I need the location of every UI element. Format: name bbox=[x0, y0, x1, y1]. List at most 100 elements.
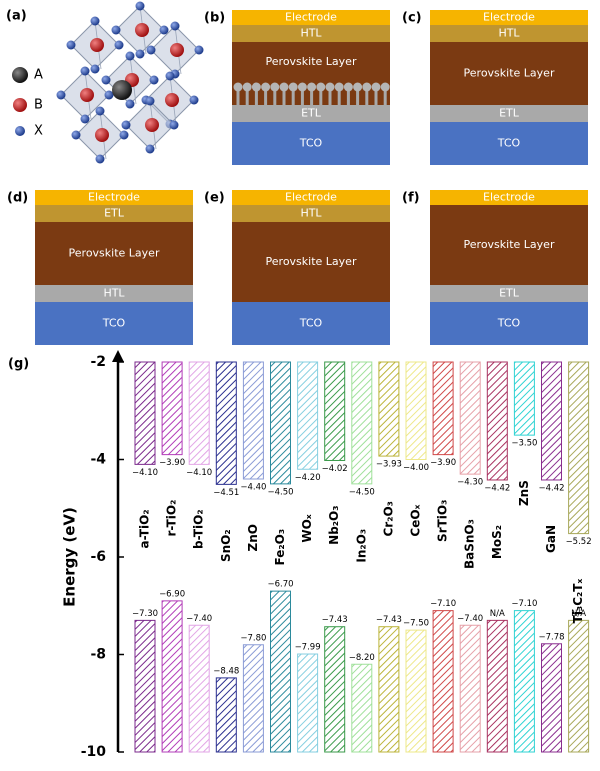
nanostructure-stem bbox=[300, 89, 304, 105]
x-site-atom bbox=[95, 106, 105, 116]
nanostructure-stem bbox=[337, 89, 341, 105]
layer bbox=[430, 190, 588, 205]
x-site-atom bbox=[90, 64, 100, 74]
legend-swatch bbox=[15, 126, 25, 136]
layer-label: Perovskite Layer bbox=[266, 255, 357, 268]
b-site-atom bbox=[80, 88, 94, 102]
legend-swatch bbox=[12, 67, 28, 83]
x-site-atom bbox=[149, 75, 159, 85]
x-site-atom bbox=[159, 25, 169, 35]
vb-value-label: −6.70 bbox=[267, 580, 293, 590]
b-site-atom bbox=[95, 128, 109, 142]
nanostructure-stem bbox=[383, 89, 387, 105]
vb-bar bbox=[242, 644, 264, 753]
nanostructure-stem bbox=[356, 89, 360, 105]
b-site-atom bbox=[135, 23, 149, 37]
cb-bar bbox=[270, 361, 291, 485]
cb-bar bbox=[351, 361, 373, 485]
nanostructure-cap bbox=[242, 82, 252, 92]
layer bbox=[232, 105, 390, 122]
vb-bar bbox=[513, 610, 535, 753]
panel-label: (a) bbox=[6, 9, 27, 24]
x-site-atom bbox=[95, 154, 105, 164]
x-site-atom bbox=[145, 96, 155, 106]
vb-value-label: −7.40 bbox=[457, 614, 483, 624]
cb-bar bbox=[188, 361, 210, 465]
x-site-atom bbox=[146, 45, 156, 55]
vb-bar bbox=[378, 626, 400, 753]
cb-bar bbox=[513, 361, 535, 436]
vb-bar bbox=[161, 600, 183, 753]
layer bbox=[35, 285, 193, 302]
vb-value-label: −7.78 bbox=[538, 632, 564, 642]
cb-bar bbox=[432, 361, 454, 456]
panel-label: (f) bbox=[402, 191, 420, 206]
category-label: In₂O₃ bbox=[354, 529, 368, 563]
x-site-atom bbox=[125, 51, 135, 61]
nanostructure-cap bbox=[307, 82, 317, 92]
vb-bar bbox=[432, 610, 454, 753]
x-site-atom bbox=[114, 40, 124, 50]
vb-bar bbox=[541, 643, 562, 753]
nanostructure-stem bbox=[310, 89, 314, 105]
y-tick-label: -8 bbox=[90, 647, 106, 663]
layer-label: HTL bbox=[103, 287, 125, 300]
vb-value-label: −8.20 bbox=[349, 653, 375, 663]
layer-label: Perovskite Layer bbox=[464, 67, 555, 80]
category-label: Nb₂O₃ bbox=[327, 505, 341, 544]
nanostructure-cap bbox=[288, 82, 298, 92]
vb-value-label: −7.10 bbox=[430, 599, 456, 609]
layer bbox=[35, 222, 193, 285]
category-label: CeOₓ bbox=[409, 504, 423, 536]
cb-value-label: −3.50 bbox=[511, 439, 537, 449]
x-site-atom bbox=[165, 71, 175, 81]
nanostructure-stem bbox=[273, 89, 277, 105]
layer-label: Perovskite Layer bbox=[69, 247, 160, 260]
vb-bar bbox=[405, 629, 427, 753]
x-site-atom bbox=[135, 1, 145, 11]
vb-value-label: −7.99 bbox=[295, 643, 321, 653]
category-label: SnO₂ bbox=[219, 529, 233, 562]
vb-bar bbox=[486, 619, 508, 753]
layer bbox=[430, 25, 588, 42]
x-site-atom bbox=[121, 120, 131, 130]
nanostructure-stem bbox=[291, 89, 295, 105]
layer bbox=[430, 105, 588, 122]
x-site-atom bbox=[80, 66, 90, 76]
layer-label: HTL bbox=[300, 207, 322, 220]
cb-value-label: −4.42 bbox=[538, 483, 564, 493]
category-label: ZnO bbox=[246, 524, 260, 551]
cb-bar bbox=[134, 361, 156, 465]
nanostructure-cap bbox=[270, 82, 280, 92]
layer-label: ETL bbox=[499, 107, 520, 120]
x-site-atom bbox=[194, 45, 204, 55]
x-site-atom bbox=[170, 21, 180, 31]
cb-value-label: −4.51 bbox=[213, 488, 239, 498]
vb-bar bbox=[297, 653, 319, 753]
cb-value-label: −4.50 bbox=[267, 487, 293, 497]
a-site-atom bbox=[112, 80, 132, 100]
legend-label: A bbox=[34, 68, 43, 83]
category-label: SrTiO₃ bbox=[436, 500, 450, 542]
cb-bar bbox=[215, 361, 237, 485]
cb-value-label: −4.40 bbox=[240, 483, 266, 493]
nanostructure-cap bbox=[316, 82, 326, 92]
cb-bar bbox=[378, 361, 400, 457]
vb-value-label: N/A bbox=[490, 609, 505, 619]
layer-label: Electrode bbox=[88, 191, 140, 204]
y-tick-label: -2 bbox=[90, 354, 106, 370]
layer bbox=[232, 302, 390, 345]
nanostructure-cap bbox=[362, 82, 372, 92]
b-site-atom bbox=[145, 118, 159, 132]
layer-label: Perovskite Layer bbox=[464, 238, 555, 251]
vb-bar bbox=[351, 663, 373, 753]
nanostructure-stem bbox=[346, 89, 350, 105]
category-label: Ti₃C₂Tₓ bbox=[571, 579, 585, 624]
nanostructure-cap bbox=[380, 82, 390, 92]
category-label: WOₓ bbox=[300, 514, 314, 542]
cb-value-label: −3.93 bbox=[376, 460, 402, 470]
category-label: Cr₂O₃ bbox=[381, 501, 395, 536]
nanostructure-stem bbox=[245, 89, 249, 105]
nanostructure-cap bbox=[371, 82, 381, 92]
layer bbox=[35, 205, 193, 222]
